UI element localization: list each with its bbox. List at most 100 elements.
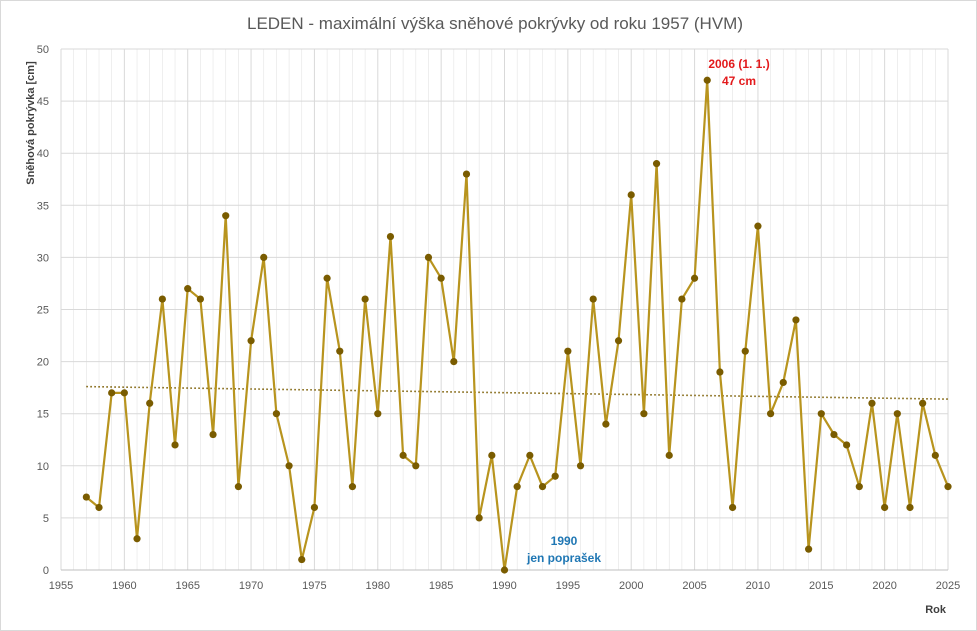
x-tick-label: 1960 xyxy=(112,580,136,592)
data-point xyxy=(767,410,775,418)
data-point xyxy=(260,253,268,261)
data-point xyxy=(450,358,458,366)
y-tick-label: 25 xyxy=(37,305,49,317)
data-point xyxy=(843,441,851,449)
data-point xyxy=(919,399,927,407)
y-tick-label: 45 xyxy=(37,96,49,108)
data-point xyxy=(285,462,293,470)
y-axis-ticks: 0 5 10 15 20 25 30 35 40 45 50 xyxy=(37,44,49,577)
data-point xyxy=(146,399,154,407)
data-point xyxy=(500,566,509,574)
data-point xyxy=(665,451,673,459)
data-point xyxy=(374,410,382,418)
data-point xyxy=(108,389,116,397)
x-tick-label: 2005 xyxy=(682,580,706,592)
data-point xyxy=(513,483,521,491)
data-point xyxy=(386,232,395,241)
data-point xyxy=(817,410,825,418)
x-tick-label: 2015 xyxy=(809,580,833,592)
data-point xyxy=(526,451,534,459)
x-tick-label: 1995 xyxy=(556,580,580,592)
data-point xyxy=(881,503,889,512)
data-point xyxy=(310,503,319,512)
data-point xyxy=(412,462,420,470)
data-point xyxy=(171,441,179,449)
data-point xyxy=(754,222,762,230)
data-point xyxy=(627,191,635,199)
data-point xyxy=(424,253,433,261)
data-point xyxy=(272,410,281,418)
y-tick-label: 5 xyxy=(43,513,49,525)
data-point xyxy=(234,483,242,491)
y-tick-label: 35 xyxy=(37,200,49,212)
x-tick-label: 2000 xyxy=(619,580,643,592)
x-tick-label: 1970 xyxy=(239,580,263,592)
data-point xyxy=(247,337,255,345)
data-point xyxy=(855,483,863,491)
data-point xyxy=(348,483,357,491)
annotation-max-line: 2006 (1. 1.) xyxy=(708,57,769,71)
data-point xyxy=(209,430,217,439)
x-tick-label: 2025 xyxy=(936,580,960,592)
y-tick-label: 20 xyxy=(37,357,49,369)
y-tick-label: 10 xyxy=(37,461,49,473)
data-point xyxy=(893,410,901,418)
data-point xyxy=(184,285,192,293)
y-tick-label: 0 xyxy=(43,565,49,577)
y-tick-label: 30 xyxy=(37,252,49,264)
data-point xyxy=(589,295,597,303)
data-point xyxy=(741,347,749,355)
data-point xyxy=(830,430,838,439)
data-point xyxy=(133,535,141,543)
y-tick-label: 40 xyxy=(37,148,49,160)
data-series xyxy=(82,76,952,574)
data-point xyxy=(323,274,331,282)
data-point xyxy=(361,295,369,303)
data-point xyxy=(437,274,445,282)
x-tick-label: 1965 xyxy=(175,580,199,592)
x-tick-label: 1955 xyxy=(49,580,73,592)
data-point xyxy=(868,399,876,407)
y-axis-title: Sněhová pokrývka [cm] xyxy=(25,61,37,185)
data-point xyxy=(703,76,711,84)
data-point xyxy=(602,420,610,428)
data-point xyxy=(82,493,90,501)
y-tick-label: 15 xyxy=(37,409,49,421)
data-point xyxy=(931,451,939,459)
data-point xyxy=(576,462,585,470)
data-point xyxy=(564,347,572,355)
data-point xyxy=(158,295,166,303)
annotation-min-line: jen poprašek xyxy=(526,551,601,565)
x-axis-title: Rok xyxy=(925,604,947,616)
x-tick-label: 2010 xyxy=(746,580,770,592)
annotations: 2006 (1. 1.) 47 cm 1990 jen poprašek xyxy=(526,57,770,565)
data-point xyxy=(944,483,952,491)
data-point xyxy=(196,295,204,303)
x-axis-ticks: 1955 1960 1965 1970 1975 1980 1985 1990 1995 2000… xyxy=(49,580,960,592)
data-point xyxy=(640,410,648,418)
chart-title: LEDEN - maximální výška sněhové pokrývky… xyxy=(247,14,743,33)
data-point xyxy=(475,514,483,522)
data-point xyxy=(488,451,496,459)
data-point xyxy=(298,555,306,564)
x-tick-label: 1980 xyxy=(366,580,390,592)
data-point xyxy=(792,316,800,324)
data-point xyxy=(336,347,344,355)
data-point xyxy=(690,274,699,282)
data-point xyxy=(652,160,661,168)
data-point xyxy=(551,472,559,480)
data-point xyxy=(678,295,686,303)
data-point xyxy=(95,503,103,512)
y-tick-label: 50 xyxy=(37,44,49,56)
data-point xyxy=(120,389,128,397)
annotation-min-line: 1990 xyxy=(551,534,578,548)
data-point xyxy=(716,368,724,376)
data-point xyxy=(728,503,737,512)
data-point xyxy=(538,483,547,491)
x-tick-label: 1985 xyxy=(429,580,453,592)
data-point xyxy=(222,212,230,220)
data-point xyxy=(462,170,471,178)
grid-lines xyxy=(60,48,949,571)
